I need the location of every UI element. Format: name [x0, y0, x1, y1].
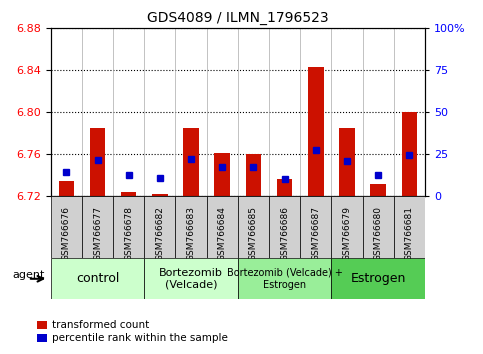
Bar: [300, 196, 331, 258]
Text: agent: agent: [13, 270, 45, 280]
Bar: [58, 181, 74, 196]
Bar: [90, 128, 105, 196]
Text: GSM766683: GSM766683: [186, 206, 196, 261]
Text: GSM766684: GSM766684: [218, 206, 227, 261]
Bar: [363, 196, 394, 258]
Bar: [238, 196, 269, 258]
Text: GSM766676: GSM766676: [62, 206, 71, 261]
Bar: [339, 128, 355, 196]
Bar: [183, 128, 199, 196]
Bar: [207, 196, 238, 258]
Text: GSM766686: GSM766686: [280, 206, 289, 261]
Text: GSM766682: GSM766682: [156, 206, 164, 261]
Text: Bortezomib (Velcade) +
Estrogen: Bortezomib (Velcade) + Estrogen: [227, 268, 342, 290]
Text: GSM766679: GSM766679: [342, 206, 352, 261]
Text: GSM766678: GSM766678: [124, 206, 133, 261]
Bar: [144, 258, 238, 299]
Bar: [394, 196, 425, 258]
Bar: [308, 67, 324, 196]
Bar: [331, 258, 425, 299]
Bar: [238, 258, 331, 299]
Bar: [370, 184, 386, 196]
Bar: [214, 153, 230, 196]
Bar: [246, 154, 261, 196]
Text: GSM766677: GSM766677: [93, 206, 102, 261]
Text: GSM766685: GSM766685: [249, 206, 258, 261]
Bar: [121, 192, 137, 196]
Text: Bortezomib
(Velcade): Bortezomib (Velcade): [159, 268, 223, 290]
Bar: [82, 196, 113, 258]
Bar: [113, 196, 144, 258]
Text: Estrogen: Estrogen: [351, 272, 406, 285]
Bar: [51, 258, 144, 299]
Bar: [269, 196, 300, 258]
Bar: [402, 113, 417, 196]
Title: GDS4089 / ILMN_1796523: GDS4089 / ILMN_1796523: [147, 11, 329, 24]
Text: GSM766681: GSM766681: [405, 206, 414, 261]
Bar: [152, 194, 168, 196]
Text: GSM766680: GSM766680: [374, 206, 383, 261]
Legend: transformed count, percentile rank within the sample: transformed count, percentile rank withi…: [37, 320, 228, 343]
Bar: [51, 196, 82, 258]
Bar: [144, 196, 175, 258]
Bar: [175, 196, 207, 258]
Text: GSM766687: GSM766687: [312, 206, 320, 261]
Bar: [331, 196, 363, 258]
Bar: [277, 179, 293, 196]
Text: control: control: [76, 272, 119, 285]
